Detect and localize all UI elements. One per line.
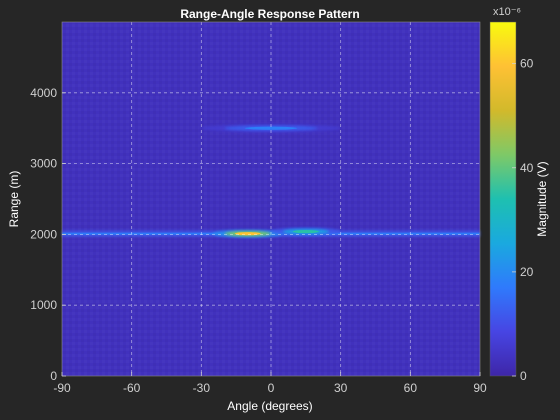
colorbar-label: Magnitude (V) [535, 161, 549, 236]
x-tick-label: -90 [53, 381, 71, 395]
heatmap-feature [271, 227, 341, 236]
y-tick-label: 0 [50, 369, 57, 383]
x-tick-label: -30 [193, 381, 211, 395]
grid [61, 21, 481, 377]
x-tick-label: 0 [268, 381, 275, 395]
y-tick-label: 4000 [30, 86, 57, 100]
colorbar-ticks: 0 20 40 60 [512, 57, 534, 383]
x-axis-label: Angle (degrees) [227, 399, 312, 413]
heatmap-feature-peak [292, 229, 319, 234]
x-tick-label: 60 [404, 381, 418, 395]
x-tick-label: 90 [473, 381, 487, 395]
y-tick-label: 2000 [30, 227, 57, 241]
y-axis: 0 1000 2000 3000 4000 [30, 86, 66, 383]
x-axis: -90 -60 -30 0 30 60 90 [53, 372, 487, 395]
x-tick-label: 30 [334, 381, 348, 395]
colorbar-tick-label: 60 [520, 57, 534, 71]
heatmap-feature-peak [244, 126, 298, 130]
colorbar-tick-label: 40 [520, 161, 534, 175]
y-axis-label: Range (m) [7, 171, 21, 228]
heatmap-feature [201, 124, 341, 133]
y-tick-label: 1000 [30, 298, 57, 312]
colorbar-scale [489, 21, 517, 377]
colorbar-exponent: x10⁻⁶ [493, 6, 521, 18]
colorbar-tick-label: 0 [520, 369, 527, 383]
heatmap-feature [212, 229, 283, 238]
chart-title: Range-Angle Response Pattern [180, 7, 359, 21]
y-tick-label: 3000 [30, 157, 57, 171]
colorbar-tick-label: 20 [520, 265, 534, 279]
colorbar: 0 20 40 60 x10⁻⁶ Magnitude (V) [489, 6, 549, 383]
heatmap-feature-peak [234, 232, 261, 236]
x-tick-label: -60 [123, 381, 141, 395]
